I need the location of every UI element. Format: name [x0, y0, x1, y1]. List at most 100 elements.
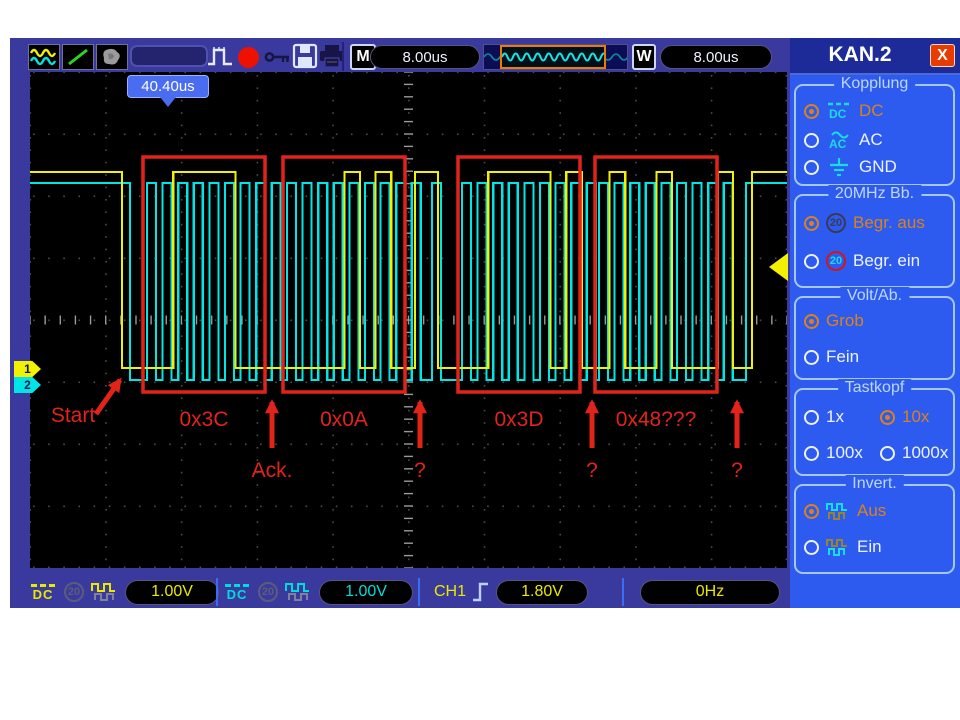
frequency-readout: 0Hz	[640, 579, 780, 605]
start-arrow	[93, 377, 123, 416]
channel2-status-group: DC 20 1.00V	[224, 578, 413, 606]
radio-invert-on[interactable]	[804, 539, 819, 555]
ch1-invert-icon	[91, 583, 115, 601]
option-dc[interactable]: DC DC	[804, 98, 884, 124]
bw-limit-on-icon: 20	[826, 251, 846, 271]
radio-invert-off[interactable]	[804, 503, 819, 519]
rising-edge-icon	[473, 582, 489, 602]
graticule	[30, 72, 787, 568]
decode-annotations: 0x3C 0x0A 0x3D 0x48??? Ack.?? ? Start	[51, 155, 744, 482]
trigger-level-value: 1.80V	[521, 583, 563, 600]
radio-10x[interactable]	[880, 409, 895, 425]
section-bandwidth-title: 20MHz Bb.	[827, 185, 922, 203]
ch2-invert-icon	[285, 583, 309, 601]
frequency-status-group: 0Hz	[640, 578, 780, 606]
oscilloscope-frame: M 8.00us W 8.00us 0x3C 0x0A 0x3D 0x48??? Ack…	[10, 38, 960, 608]
frequency-value: 0Hz	[695, 583, 725, 600]
option-ac-label: AC	[859, 130, 883, 149]
svg-text:DC: DC	[829, 107, 847, 121]
option-100x[interactable]: 100x	[804, 440, 863, 466]
option-coarse-label: Grob	[826, 311, 864, 330]
option-coarse[interactable]: Grob	[804, 308, 864, 334]
close-button[interactable]: X	[930, 44, 955, 67]
panel-title: KAN.2	[828, 43, 892, 66]
event-label: ?	[731, 459, 743, 482]
radio-1000x[interactable]	[880, 445, 895, 461]
ch2-scale-readout: 1.00V	[319, 579, 413, 605]
option-fine[interactable]: Fein	[804, 344, 859, 370]
option-invert-off[interactable]: Aus	[804, 498, 886, 524]
snapshot-button[interactable]	[96, 44, 128, 70]
radio-fine[interactable]	[804, 349, 819, 365]
trigger-source-label: CH1	[434, 583, 467, 600]
option-invert-on[interactable]: Ein	[804, 534, 882, 560]
event-label: ?	[414, 459, 426, 482]
option-gnd[interactable]: GND	[804, 154, 897, 180]
option-bw-on[interactable]: 20 Begr. ein	[804, 248, 920, 274]
start-label: Start	[51, 404, 96, 427]
section-coupling: Kopplung DC DC AC AC	[794, 75, 955, 186]
trigger-level-marker[interactable]	[769, 253, 788, 281]
toolbar-divider	[342, 42, 344, 71]
thumbnail-icon	[103, 48, 120, 65]
waveform-plot: 0x3C 0x0A 0x3D 0x48??? Ack.?? ? Start	[30, 72, 787, 568]
pulse-icon[interactable]	[206, 44, 234, 70]
statusbar-divider	[418, 578, 420, 606]
delay-readout-bubble: 40.40us	[127, 75, 209, 107]
channel1-marker-label: 1	[24, 362, 31, 376]
main-timebase-readout: 8.00us	[370, 45, 480, 69]
event-label: Ack.	[252, 459, 293, 482]
ch2-dc-coupling-icon: DC	[224, 583, 250, 601]
option-1x[interactable]: 1x	[804, 404, 844, 430]
overview-window-selection[interactable]	[500, 45, 613, 69]
invert-on-icon	[826, 538, 847, 556]
section-volts-div-title: Volt/Ab.	[839, 287, 910, 305]
ch2-scl-trace	[30, 181, 787, 382]
statusbar-divider	[622, 578, 624, 606]
channel1-position-marker[interactable]: 1	[14, 361, 41, 377]
ch1-scale-readout: 1.00V	[125, 579, 219, 605]
byte-box	[281, 155, 407, 394]
option-10x-label: 10x	[902, 407, 930, 426]
channels-menu-button[interactable]	[28, 44, 60, 70]
print-button[interactable]	[318, 44, 346, 68]
overview-wave-bright	[501, 52, 613, 62]
channel2-position-marker[interactable]: 2	[14, 377, 41, 393]
radio-dc[interactable]	[804, 103, 819, 119]
lock-key-icon[interactable]	[264, 49, 292, 65]
byte-label: 0x0A	[320, 408, 368, 431]
option-10x[interactable]: 10x	[880, 404, 929, 430]
radio-ac[interactable]	[804, 132, 819, 148]
ch1-sda-trace	[30, 170, 787, 370]
byte-label: 0x48???	[616, 408, 697, 431]
option-gnd-label: GND	[859, 157, 897, 176]
main-timebase-button-label: M	[356, 48, 370, 65]
ch1-dc-coupling-icon: DC	[30, 583, 56, 601]
ch1-scale-value: 1.00V	[151, 583, 193, 600]
byte-label: 0x3C	[179, 408, 228, 431]
option-1x-label: 1x	[826, 407, 844, 426]
radio-coarse[interactable]	[804, 313, 819, 329]
radio-100x[interactable]	[804, 445, 819, 461]
toolbar-input-field[interactable]	[130, 45, 208, 67]
byte-label: 0x3D	[494, 408, 543, 431]
record-button[interactable]	[238, 47, 259, 68]
option-bw-on-label: Begr. ein	[853, 251, 921, 270]
radio-1x[interactable]	[804, 409, 819, 425]
section-volts-div: Volt/Ab. Grob Fein	[794, 287, 955, 380]
panel-header: KAN.2 X	[790, 38, 960, 75]
cursor-menu-button[interactable]	[62, 44, 94, 70]
save-button[interactable]	[292, 43, 318, 69]
delay-readout-value: 40.40us	[141, 78, 195, 95]
option-1000x[interactable]: 1000x	[880, 440, 948, 466]
option-bw-off[interactable]: 20 Begr. aus	[804, 210, 925, 236]
radio-bw-on[interactable]	[804, 253, 819, 269]
trigger-level-readout: 1.80V	[496, 579, 589, 605]
invert-off-icon	[826, 502, 847, 520]
ch1-bandwidth-icon: 20	[64, 582, 84, 602]
option-ac[interactable]: AC AC	[804, 127, 883, 153]
radio-bw-off[interactable]	[804, 215, 819, 231]
window-timebase-button[interactable]: W	[632, 44, 656, 70]
radio-gnd[interactable]	[804, 159, 819, 175]
event-label: ?	[586, 459, 598, 482]
